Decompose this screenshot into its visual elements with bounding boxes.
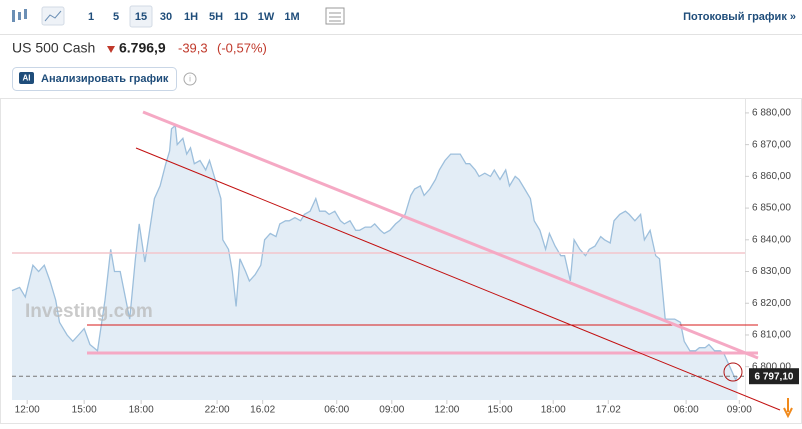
ai-badge-text: AI: [23, 74, 31, 83]
instrument-name: US 500 Cash: [12, 40, 95, 56]
x-tick-label: 22:00: [205, 405, 230, 416]
ai-button-label: Анализировать график: [41, 73, 169, 85]
x-tick-label: 15:00: [72, 405, 97, 416]
x-tick-label: 16.02: [250, 405, 275, 416]
interval-button[interactable]: 1: [88, 11, 94, 23]
interval-button[interactable]: 1D: [234, 11, 248, 23]
x-tick-label: 06:00: [674, 405, 699, 416]
area-icon[interactable]: [41, 6, 65, 26]
y-tick-label: 6 820,00: [752, 298, 791, 309]
x-tick-label: 18:00: [129, 405, 154, 416]
x-tick-label: 09:00: [379, 405, 404, 416]
x-tick-label: 12:00: [15, 405, 40, 416]
price: 6.796,9: [119, 40, 166, 56]
ai-button[interactable]: [12, 67, 177, 91]
x-tick-label: 12:00: [434, 405, 459, 416]
y-tick-label: 6 870,00: [752, 139, 791, 150]
x-tick-label: 09:00: [727, 405, 752, 416]
change-percent: (-0,57%): [217, 40, 267, 55]
watermark: Investing.com: [25, 301, 153, 322]
y-tick-label: 6 800,00: [752, 361, 791, 372]
interval-button[interactable]: 5H: [209, 11, 223, 23]
interval-selected-bg: [129, 5, 153, 28]
interval-button[interactable]: 1W: [258, 11, 275, 23]
drawings: [12, 110, 793, 419]
y-tick-label: 6 860,00: [752, 171, 791, 182]
price-line: [11, 124, 738, 381]
last-price-box: [749, 368, 799, 385]
y-tick-label: 6 850,00: [752, 203, 791, 214]
change: -39,3: [178, 40, 208, 55]
y-tick-label: 6 830,00: [752, 266, 791, 277]
interval-button[interactable]: 15: [135, 11, 147, 23]
y-tick-label: 6 840,00: [752, 234, 791, 245]
y-tick-label: 6 880,00: [752, 108, 791, 119]
x-tick-label: 18:00: [541, 405, 566, 416]
info-icon[interactable]: [183, 72, 197, 86]
table-icon[interactable]: [325, 7, 345, 25]
ai-badge: [19, 72, 34, 84]
x-tick-label: 06:00: [324, 405, 349, 416]
interval-button[interactable]: 5: [113, 11, 119, 23]
streaming-link[interactable]: Потоковый график »: [683, 11, 796, 23]
interval-button[interactable]: 30: [160, 11, 172, 23]
info-icon-glyph: i: [189, 75, 191, 84]
interval-button[interactable]: 1H: [184, 11, 198, 23]
area: [12, 125, 738, 400]
last-price-label: 6 797,10: [755, 371, 794, 382]
y-tick-label: 6 810,00: [752, 330, 791, 341]
interval-button[interactable]: 1M: [284, 11, 299, 23]
x-tick-label: 17.02: [596, 405, 621, 416]
candle-icon[interactable]: [12, 9, 27, 22]
down-arrow: [107, 46, 115, 53]
x-tick-label: 15:00: [488, 405, 513, 416]
